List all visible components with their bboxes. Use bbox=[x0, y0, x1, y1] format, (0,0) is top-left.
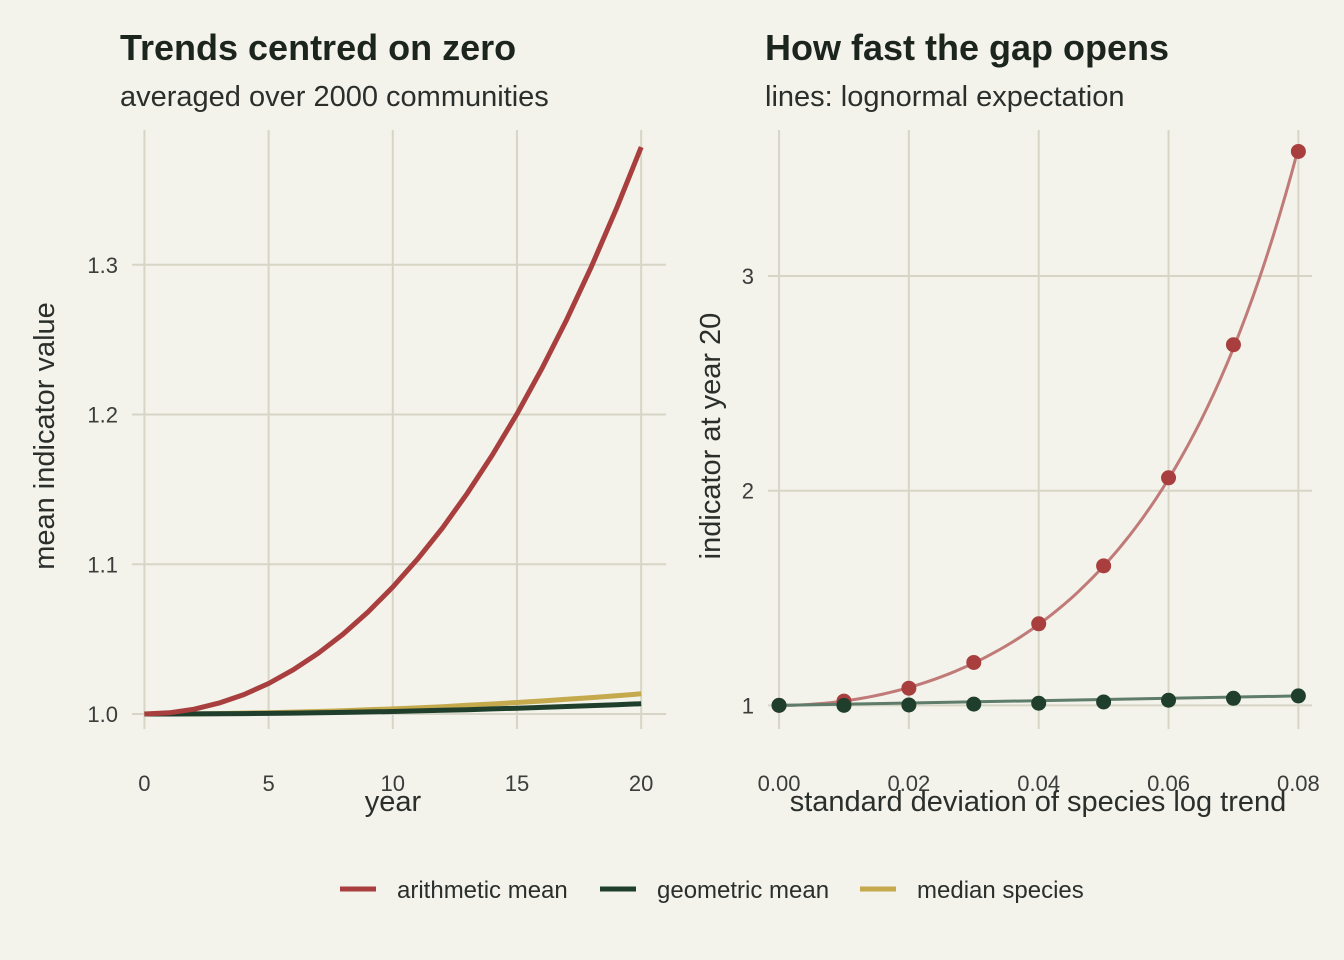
legend-label-geometric: geometric mean bbox=[657, 877, 829, 904]
left-x-tick-label: 15 bbox=[505, 771, 529, 796]
left-series-line-geometric bbox=[144, 701, 642, 717]
left-chart-title: Trends centred on zero bbox=[120, 27, 516, 68]
left-x-tick-label: 5 bbox=[262, 771, 274, 796]
right-y-tick-labels: 1 2 3 bbox=[742, 264, 754, 718]
panel-left: Trends centred on zero averaged over 200… bbox=[29, 27, 666, 818]
right-point-geometric bbox=[966, 696, 982, 712]
right-point-geometric bbox=[1031, 695, 1047, 711]
left-x-tick-label: 10 bbox=[381, 771, 405, 796]
legend-label-median: median species bbox=[917, 877, 1084, 904]
left-x-axis-title: year bbox=[365, 786, 422, 818]
right-x-tick-label: 0.06 bbox=[1147, 771, 1190, 796]
right-gridlines bbox=[768, 130, 1312, 729]
right-series bbox=[771, 143, 1306, 713]
left-x-tick-label: 20 bbox=[629, 771, 653, 796]
right-point-geometric bbox=[901, 697, 917, 713]
right-y-axis-title: indicator at year 20 bbox=[695, 313, 727, 560]
left-y-tick-labels: 1.0 1.1 1.2 1.3 bbox=[87, 253, 118, 727]
right-point-geometric bbox=[836, 697, 852, 713]
right-point-geometric bbox=[1225, 690, 1241, 706]
right-point-arithmetic bbox=[901, 680, 917, 696]
right-point-arithmetic bbox=[1290, 143, 1306, 159]
right-x-tick-labels: 0.00 0.02 0.04 0.06 0.08 bbox=[758, 771, 1320, 796]
right-chart-subtitle: lines: lognormal expectation bbox=[765, 81, 1124, 113]
left-y-tick-label: 1.2 bbox=[87, 403, 118, 428]
left-y-tick-label: 1.0 bbox=[87, 702, 118, 727]
right-x-tick-label: 0.00 bbox=[758, 771, 801, 796]
right-x-tick-label: 0.08 bbox=[1277, 771, 1320, 796]
left-x-tick-label: 0 bbox=[138, 771, 150, 796]
right-point-arithmetic bbox=[966, 654, 982, 670]
panel-right: How fast the gap opens lines: lognormal … bbox=[695, 27, 1320, 818]
right-y-tick-label: 3 bbox=[742, 264, 754, 289]
right-point-geometric bbox=[1290, 688, 1306, 704]
right-point-geometric bbox=[1161, 692, 1177, 708]
left-series-line-arithmetic bbox=[144, 146, 644, 717]
left-x-tick-labels: 0 5 10 15 20 bbox=[138, 771, 653, 796]
right-x-axis-title: standard deviation of species log trend bbox=[790, 786, 1287, 818]
right-point-arithmetic bbox=[1225, 337, 1241, 353]
right-point-geometric bbox=[1096, 694, 1112, 710]
left-chart-subtitle: averaged over 2000 communities bbox=[120, 81, 549, 113]
right-y-tick-label: 1 bbox=[742, 693, 754, 718]
left-y-axis-title: mean indicator value bbox=[29, 302, 61, 570]
right-x-tick-label: 0.02 bbox=[887, 771, 930, 796]
left-y-tick-label: 1.1 bbox=[87, 552, 118, 577]
left-series-lines bbox=[144, 146, 644, 717]
right-chart-title: How fast the gap opens bbox=[765, 27, 1169, 68]
legend-label-arithmetic: arithmetic mean bbox=[397, 877, 568, 904]
right-x-tick-label: 0.04 bbox=[1017, 771, 1060, 796]
left-gridlines bbox=[132, 130, 666, 729]
left-y-tick-label: 1.3 bbox=[87, 253, 118, 278]
right-point-arithmetic bbox=[1161, 470, 1177, 486]
right-y-tick-label: 2 bbox=[742, 479, 754, 504]
legend: arithmetic mean geometric mean median spec… bbox=[340, 877, 1084, 904]
right-point-arithmetic bbox=[1031, 616, 1047, 632]
right-point-arithmetic bbox=[1096, 558, 1112, 574]
right-point-geometric bbox=[771, 697, 787, 713]
